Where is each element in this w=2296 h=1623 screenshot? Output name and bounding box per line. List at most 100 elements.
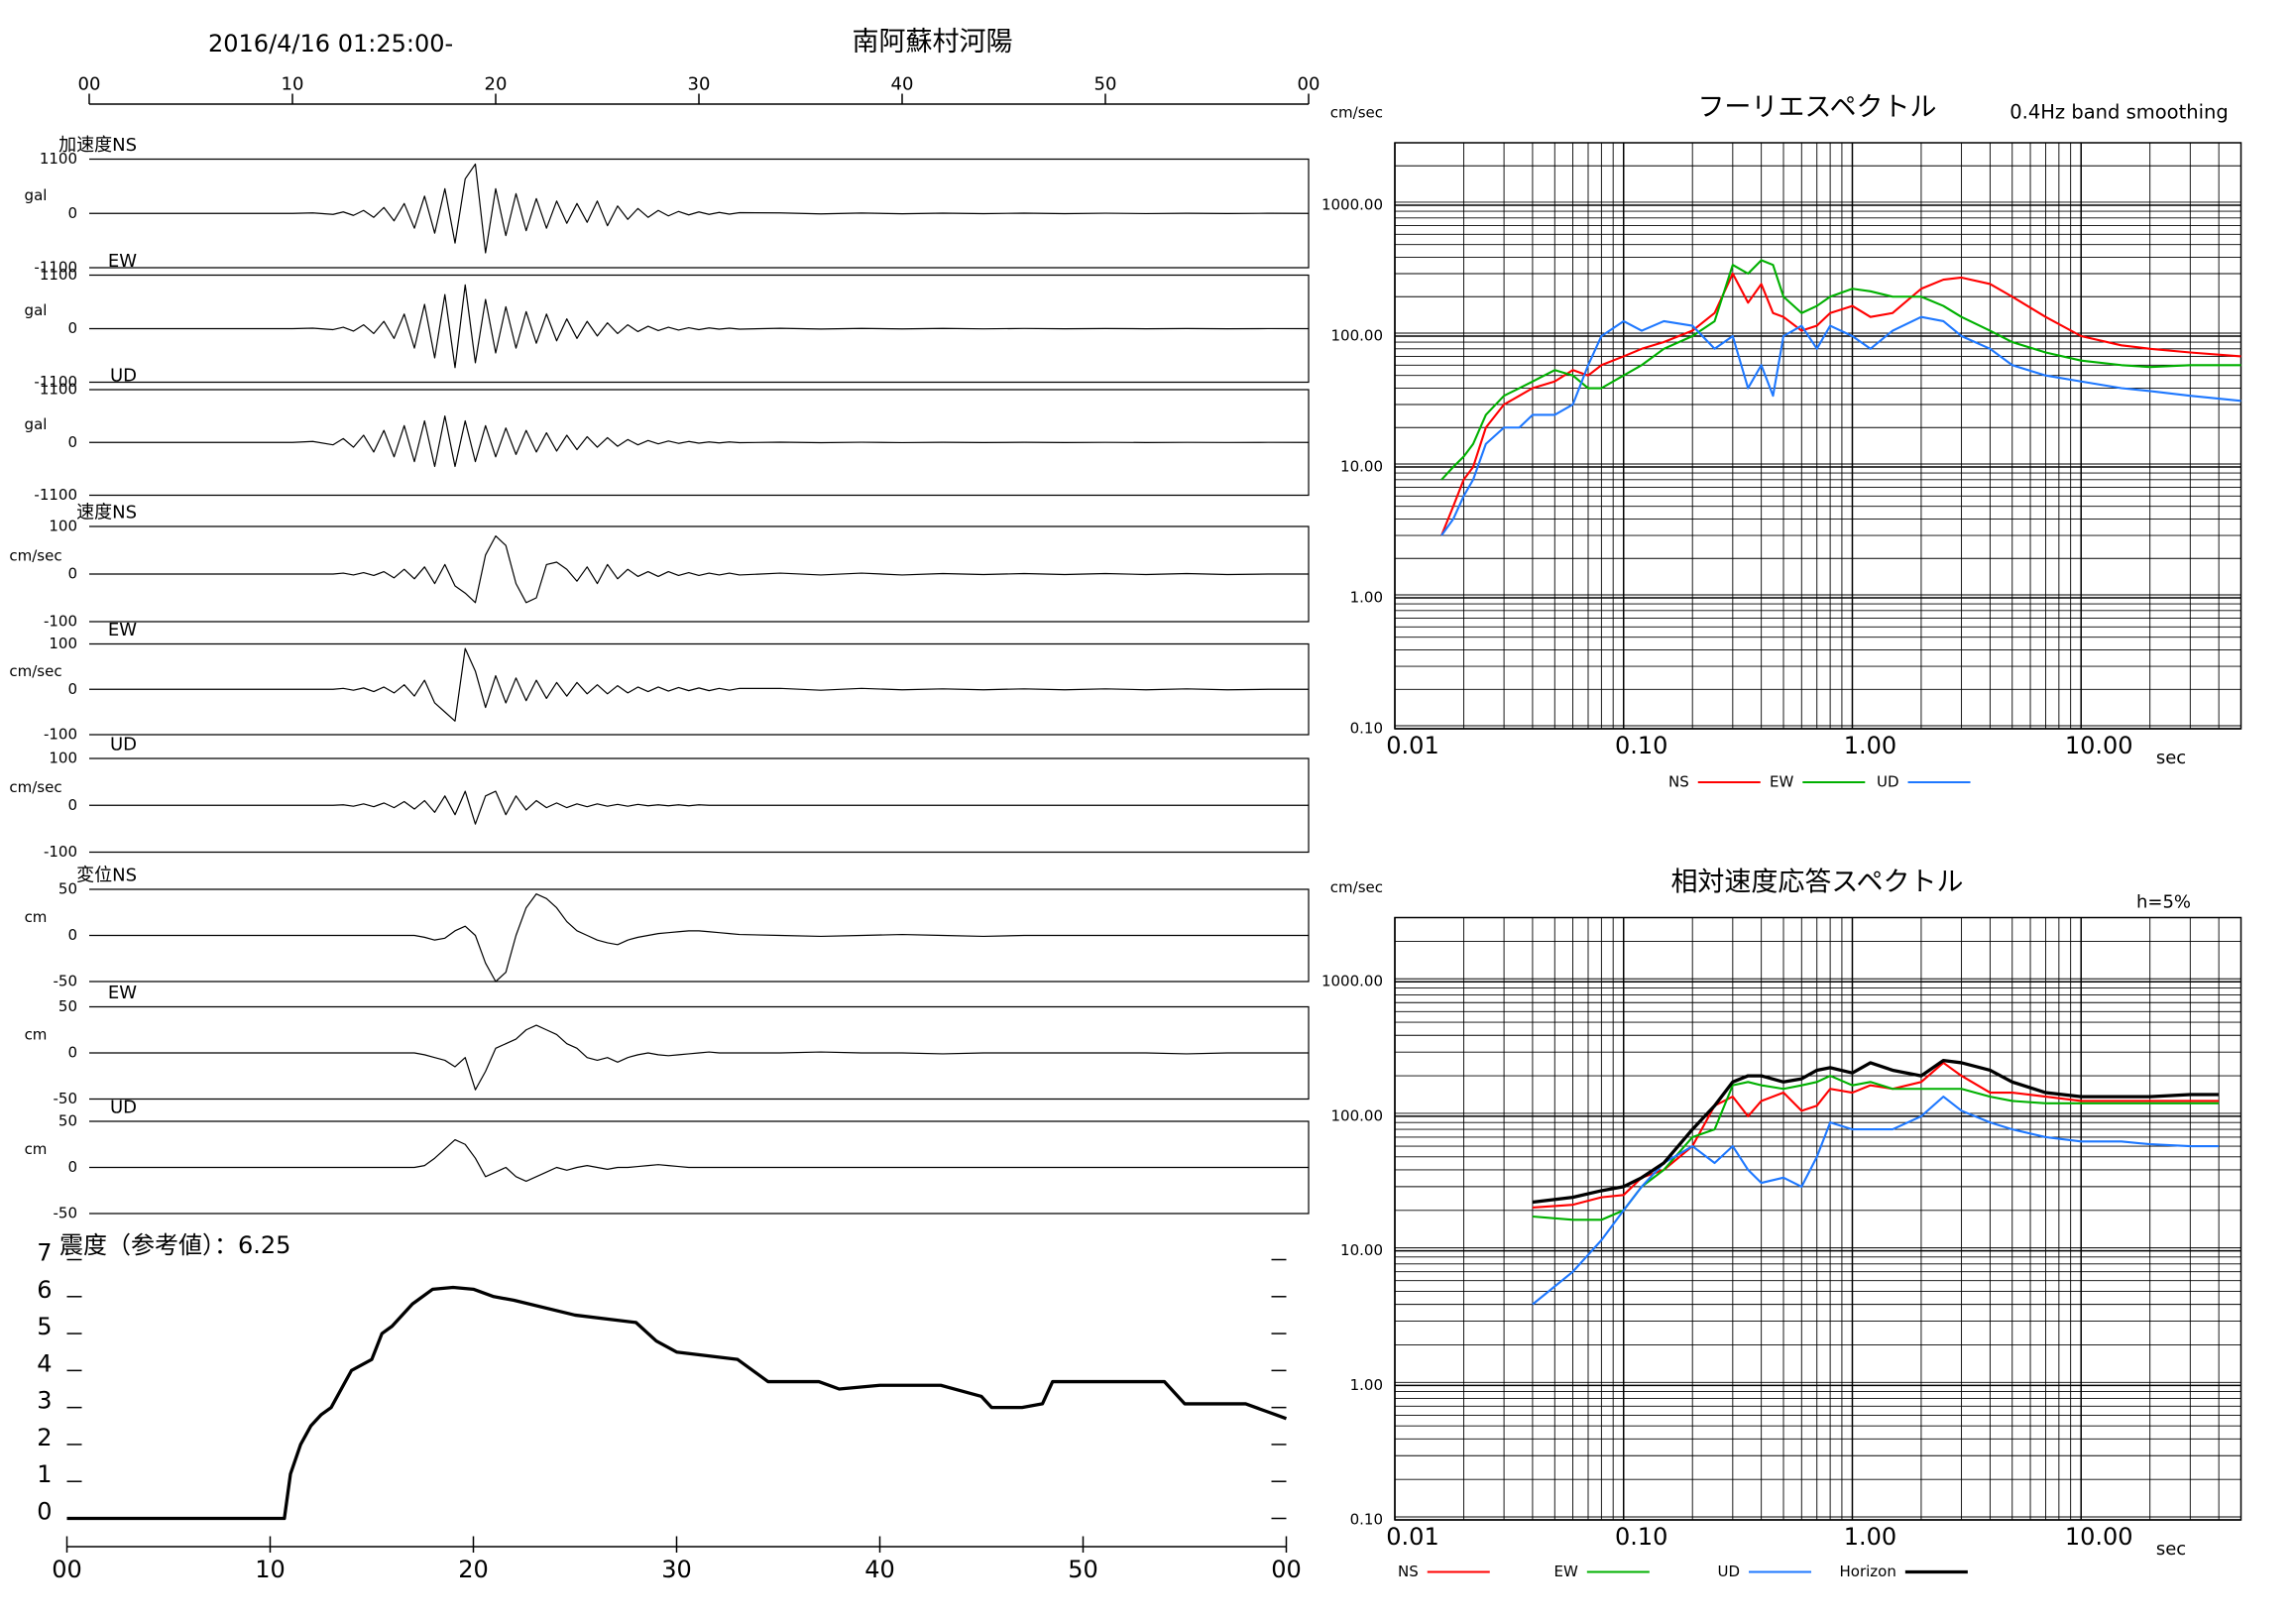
- spectrum-line: [1440, 315, 2241, 536]
- y-tick-label: -100: [44, 843, 77, 861]
- y-tick-label: 0: [37, 1498, 52, 1526]
- x-tick-label: 0.01: [1386, 1523, 1438, 1551]
- x-tick-label: 1.00: [1844, 1523, 1896, 1551]
- y-tick-label: 1100: [40, 381, 77, 399]
- y-tick-label: 4: [37, 1349, 52, 1377]
- trace: [89, 1024, 1309, 1091]
- legend-label: NS: [1398, 1563, 1419, 1580]
- y-tick-label: 100: [49, 518, 77, 535]
- y-tick-label: 100.00: [1331, 1106, 1384, 1124]
- x-tick-label: 00: [78, 74, 101, 95]
- trace-unit: gal: [25, 415, 48, 433]
- spectrum-line: [1532, 1058, 2220, 1205]
- y-tick-label: 1000.00: [1321, 195, 1383, 213]
- x-tick-label: 50: [1094, 74, 1117, 95]
- trace: [89, 535, 1309, 604]
- x-tick-label: 30: [661, 1556, 692, 1583]
- y-tick-label: 100.00: [1331, 326, 1384, 344]
- trace: [89, 1139, 1309, 1183]
- trace-label: 加速度NS: [58, 135, 137, 156]
- x-axis-label: sec: [2156, 1539, 2186, 1560]
- annotation: h=5%: [2136, 892, 2191, 913]
- spectrum-line: [1440, 272, 2241, 536]
- y-tick-label: 0: [67, 1158, 77, 1176]
- trace-label: EW: [108, 251, 137, 272]
- x-axis-label: sec: [2156, 748, 2186, 768]
- x-tick-label: 40: [891, 74, 914, 95]
- trace: [89, 647, 1309, 722]
- y-tick-label: 100: [49, 635, 77, 652]
- x-tick-label: 10: [255, 1556, 286, 1583]
- y-tick-label: 0: [67, 680, 77, 698]
- y-tick-label: 1: [37, 1460, 52, 1488]
- x-tick-label: 00: [1298, 74, 1320, 95]
- y-tick-label: 0: [67, 319, 77, 337]
- y-tick-label: 50: [58, 1112, 77, 1130]
- y-tick-label: 5: [37, 1313, 52, 1340]
- x-tick-label: 20: [485, 74, 508, 95]
- x-tick-label: 0.10: [1615, 1523, 1667, 1551]
- y-tick-label: -1100: [34, 259, 77, 277]
- trace-label: 速度NS: [76, 503, 137, 523]
- y-tick-label: -1100: [34, 486, 77, 504]
- trace: [89, 790, 1309, 825]
- trace-unit: cm: [25, 908, 48, 926]
- y-tick-label: 0.10: [1350, 720, 1383, 738]
- trace-unit: cm/sec: [9, 778, 61, 796]
- y-tick-label: 1.00: [1350, 1376, 1383, 1394]
- y-tick-label: 0: [67, 204, 77, 222]
- trace-unit: cm/sec: [9, 547, 61, 565]
- intensity-line: [66, 1285, 1288, 1521]
- legend-label: EW: [1554, 1563, 1578, 1580]
- x-tick-label: 00: [52, 1556, 82, 1583]
- x-tick-label: 10: [282, 74, 304, 95]
- y-tick-label: 1100: [40, 150, 77, 168]
- y-tick-label: 3: [37, 1387, 52, 1415]
- y-tick-label: 1100: [40, 266, 77, 284]
- x-tick-label: 10.00: [2065, 732, 2133, 759]
- trace-label: 変位NS: [76, 866, 137, 886]
- y-tick-label: 0: [67, 433, 77, 451]
- y-tick-label: -50: [54, 1205, 78, 1222]
- y-tick-label: -50: [54, 973, 78, 990]
- trace-unit: gal: [25, 186, 48, 204]
- trace-unit: cm: [25, 1026, 48, 1044]
- x-tick-label: 00: [1271, 1556, 1302, 1583]
- spectrum-line: [1532, 1061, 2220, 1209]
- legend-label: UD: [1718, 1563, 1741, 1580]
- trace-label: UD: [110, 1098, 137, 1118]
- y-tick-label: 50: [58, 880, 77, 898]
- chart-subtitle: 0.4Hz band smoothing: [2009, 101, 2229, 124]
- x-tick-label: 10.00: [2065, 1523, 2133, 1551]
- x-tick-label: 40: [864, 1556, 895, 1583]
- spectrum-line: [1532, 1096, 2220, 1306]
- y-tick-label: 7: [37, 1239, 52, 1267]
- y-tick-label: 0: [67, 1044, 77, 1062]
- y-tick-label: 6: [37, 1276, 52, 1304]
- trace-unit: cm/sec: [9, 662, 61, 680]
- trace: [89, 284, 1310, 369]
- x-tick-label: 30: [688, 74, 711, 95]
- x-tick-label: 0.10: [1615, 732, 1667, 759]
- x-tick-label: 20: [458, 1556, 489, 1583]
- y-axis-label: cm/sec: [1330, 878, 1383, 896]
- y-tick-label: 10.00: [1340, 1241, 1383, 1259]
- chart-title: フーリエスペクトル: [1697, 92, 1936, 123]
- y-tick-label: -50: [54, 1090, 78, 1107]
- y-tick-label: 0: [67, 796, 77, 814]
- chart-title: 震度（参考値）：6.25: [59, 1231, 290, 1259]
- spectrum-line: [1440, 259, 2241, 481]
- x-tick-label: 50: [1068, 1556, 1098, 1583]
- y-tick-label: 100: [49, 750, 77, 767]
- y-tick-label: -100: [44, 726, 77, 744]
- y-tick-label: -100: [44, 613, 77, 631]
- legend-label: NS: [1668, 773, 1689, 791]
- trace: [89, 415, 1310, 468]
- trace: [89, 163, 1310, 254]
- y-tick-label: 10.00: [1340, 457, 1383, 475]
- trace-label: EW: [108, 620, 137, 640]
- y-tick-label: -1100: [34, 373, 77, 391]
